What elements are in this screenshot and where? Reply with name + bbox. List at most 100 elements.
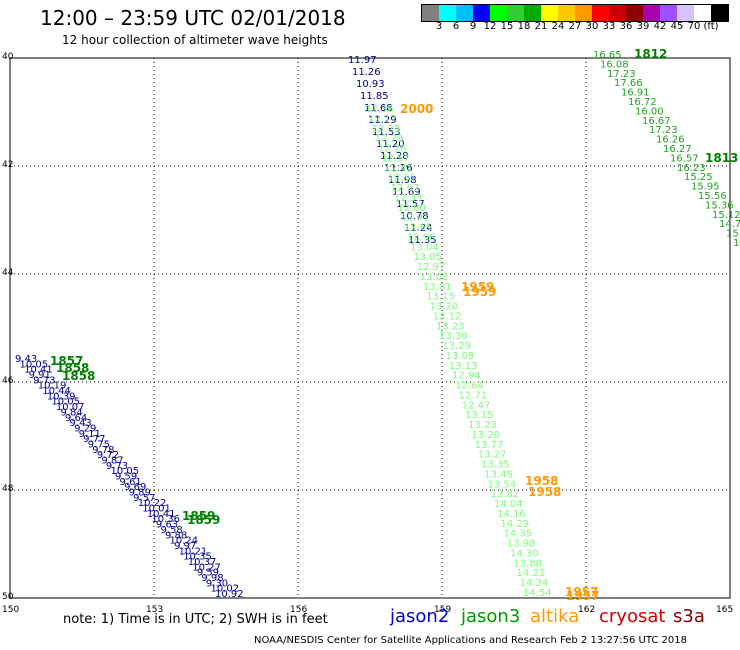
time-label: 1858 [62,369,95,383]
wave-height-label: 12.80 [397,203,426,214]
wave-height-label: 17.66 [614,78,643,89]
wave-height-label: 10.05 [20,359,49,370]
wave-height-label: 13.98 [507,539,536,550]
color-scale-label: (ft) [703,21,719,32]
wave-height-label: 13.77 [475,440,504,451]
color-scale-label: 33 [602,21,616,32]
wave-height-label: 13.54 [488,479,517,490]
color-swatch [592,5,609,21]
wave-height-label: 12.57 [381,153,410,164]
lat-label: 40 [2,52,14,62]
wave-height-label: 11.68 [364,103,393,114]
wave-height-label: 14.16 [497,509,526,520]
color-scale-label: 6 [452,21,460,32]
lon-label: 153 [146,605,164,615]
wave-height-label: 11.97 [348,55,377,66]
lon-label: 156 [290,605,308,615]
wave-height-label: 10.44 [42,386,71,397]
wave-height-label: 9.87 [101,455,123,466]
lat-label: 44 [2,268,14,278]
wave-height-label: 15.95 [691,182,720,193]
wave-height-label: 10.02 [210,584,239,595]
lon-label: 162 [578,605,596,615]
legend-jason2: jason2 [390,606,450,627]
footer-credit: NOAA/NESDIS Center for Satellite Applica… [254,635,687,646]
color-swatch [711,5,728,21]
wave-height-label: 9.98 [201,573,223,584]
wave-height-label: 16.23 [677,163,706,174]
wave-height-label: 9.64 [65,413,87,424]
wave-height-label: 11.29 [368,115,397,126]
legend-s3a: s3a [673,606,705,627]
color-swatch [575,5,592,21]
wave-height-label: 16.00 [635,106,664,117]
time-label: 1957 [566,589,599,603]
wave-height-label: 10.39 [47,391,76,402]
time-label: 1958 [528,485,561,499]
wave-height-label: 11.24 [404,223,433,234]
wave-height-label: 13.20 [471,430,500,441]
wave-height-label: 16.91 [621,88,650,99]
track-jason2-center: 11.9711.2610.9311.8511.6811.2911.5311.20… [348,55,437,246]
time-label: 1957 [565,585,598,599]
color-scale-label: 21 [534,21,548,32]
time-label: 1859 [187,513,220,527]
wave-height-label: 9.89 [129,488,151,499]
page-subtitle: 12 hour collection of altimeter wave hei… [62,33,328,47]
wave-height-label: 11.35 [408,235,437,246]
legend-jason3: jason3 [461,606,521,627]
wave-height-label: 9.58 [160,525,182,536]
color-swatch [677,5,694,21]
wave-height-label: 9.88 [165,530,187,541]
color-scale-label: 9 [469,21,477,32]
wave-height-label: 14.30 [510,548,539,559]
wave-height-label: 15.36 [705,200,734,211]
legend-altika: altika [530,606,580,627]
color-swatch [694,5,711,21]
wave-height-label: 11.53 [372,127,401,138]
wave-height-label: 16.65 [593,50,622,61]
wave-height-label: 9.97 [174,541,196,552]
track-jason3-east: 16.6516.0817.2317.6616.9116.7216.0016.67… [593,50,740,249]
wave-height-label: 9.69 [124,482,146,493]
wave-height-label: 11.69 [392,187,421,198]
wave-height-label: 9.43 [15,354,37,365]
satellite-tracks: 11.9711.2610.9311.8511.6811.2911.5311.20… [15,50,740,600]
color-scale-label: 45 [670,21,684,32]
wave-height-label: 9.43 [70,418,92,429]
wave-height-label: 14.7 [719,219,740,230]
wave-height-label: 10.78 [400,211,429,222]
wave-height-label: 10.36 [151,514,180,525]
color-swatch [660,5,677,21]
wave-height-label: 11.85 [360,91,389,102]
wave-height-label: 13.45 [484,469,513,480]
color-swatch [609,5,626,21]
wave-height-label: 14 [733,238,740,249]
wave-height-label: 10.41 [24,365,53,376]
color-scale-label: 3 [435,21,443,32]
track-jason2-west: 9.4310.0510.419.919.7310.1910.4410.3910.… [15,354,244,600]
wave-height-label: 14.35 [504,529,533,540]
time-label: 1958 [525,474,558,488]
wave-height-label: 12.91 [400,213,429,224]
wave-height-label: 13.29 [442,341,471,352]
wave-height-label: 12.71 [459,390,488,401]
wave-height-label: 12.17 [368,114,397,125]
time-label: 2000 [400,102,433,116]
color-scale-label: 15 [500,21,514,32]
wave-height-label: 16.67 [642,116,671,127]
lat-label: 46 [2,376,14,386]
color-scale-label: 18 [517,21,531,32]
map-grid [10,58,730,598]
page-title: 12:00 – 23:59 UTC 02/01/2018 [40,6,346,30]
wave-height-label: 17.23 [607,69,636,80]
wave-height-label: 9.72 [97,450,119,461]
wave-height-label: 13.27 [478,450,507,461]
wave-height-label: 12.26 [378,144,407,155]
color-swatch [456,5,473,21]
wave-height-label: 9.84 [60,407,82,418]
wave-height-label: 11.98 [388,175,417,186]
wave-height-label: 12.51 [388,173,417,184]
lat-label: 42 [2,160,14,170]
